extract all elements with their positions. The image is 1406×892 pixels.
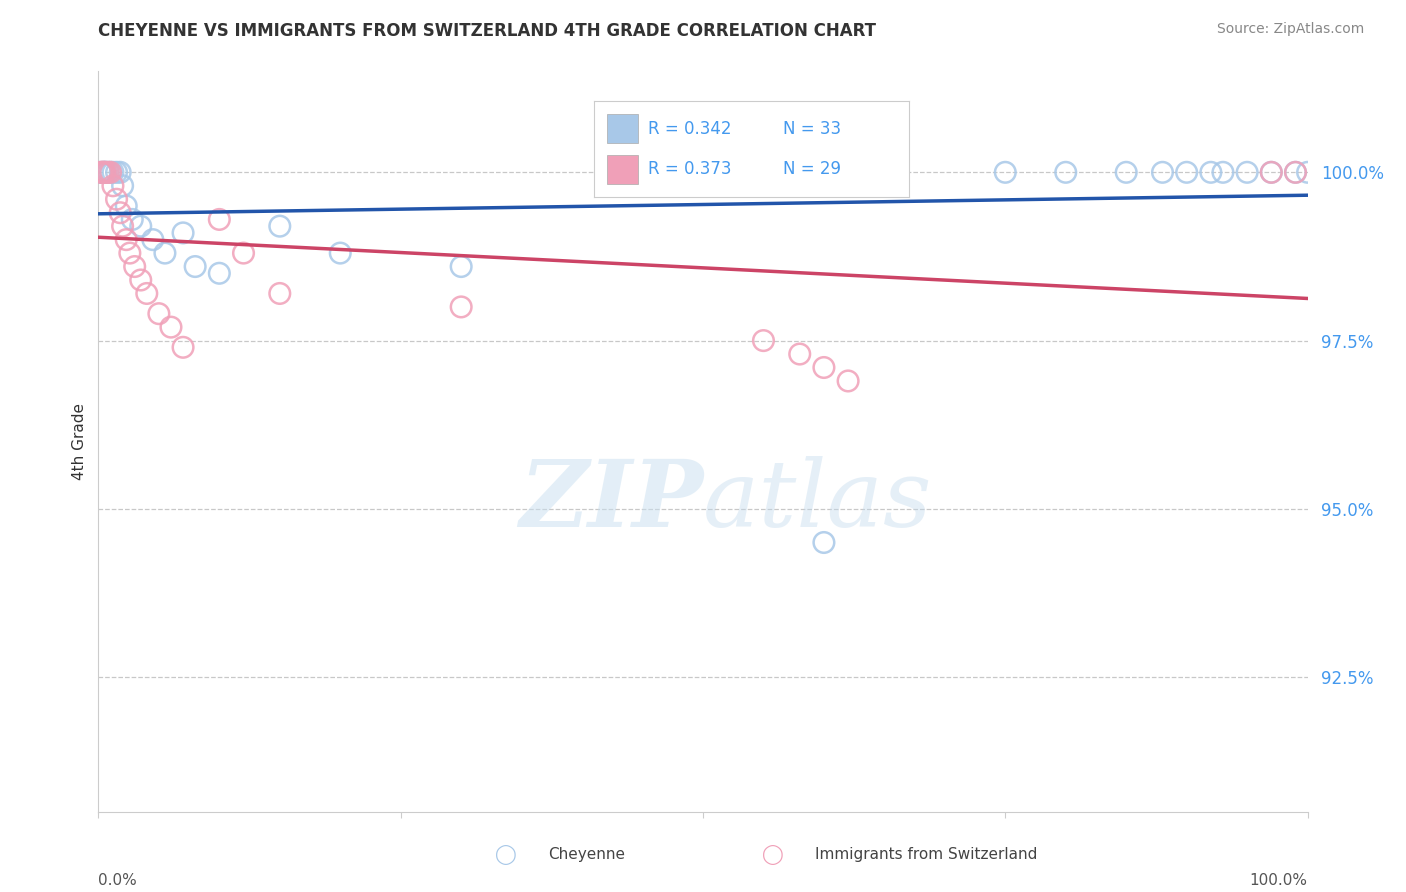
Point bbox=[1199, 165, 1222, 179]
Bar bbox=[607, 155, 638, 184]
Point bbox=[111, 178, 134, 193]
Point bbox=[97, 165, 120, 179]
Point bbox=[269, 286, 291, 301]
Point bbox=[208, 212, 231, 227]
Point bbox=[105, 192, 128, 206]
Text: atlas: atlas bbox=[703, 456, 932, 546]
Point bbox=[101, 165, 124, 179]
Text: R = 0.373: R = 0.373 bbox=[648, 161, 731, 178]
Text: ◯: ◯ bbox=[762, 845, 785, 864]
Point bbox=[94, 165, 117, 179]
Point bbox=[994, 165, 1017, 179]
Y-axis label: 4th Grade: 4th Grade bbox=[72, 403, 87, 480]
Point bbox=[148, 307, 170, 321]
Point bbox=[135, 286, 157, 301]
Text: 0.0%: 0.0% bbox=[98, 872, 138, 888]
Point bbox=[115, 233, 138, 247]
Text: Source: ZipAtlas.com: Source: ZipAtlas.com bbox=[1216, 22, 1364, 37]
Point bbox=[837, 374, 859, 388]
Point bbox=[232, 246, 254, 260]
Point bbox=[184, 260, 207, 274]
Point bbox=[93, 165, 115, 179]
Point bbox=[124, 260, 146, 274]
Point bbox=[1152, 165, 1174, 179]
Point bbox=[111, 219, 134, 234]
Point bbox=[105, 165, 128, 179]
Point bbox=[1284, 165, 1306, 179]
Point bbox=[269, 219, 291, 234]
Point bbox=[97, 165, 120, 179]
Point bbox=[129, 219, 152, 234]
Point bbox=[91, 165, 114, 179]
Point bbox=[115, 199, 138, 213]
Point bbox=[101, 178, 124, 193]
Point bbox=[91, 165, 114, 179]
Bar bbox=[607, 114, 638, 144]
Point bbox=[90, 165, 112, 179]
Point bbox=[172, 340, 194, 354]
Point bbox=[329, 246, 352, 260]
Point bbox=[129, 273, 152, 287]
Text: CHEYENNE VS IMMIGRANTS FROM SWITZERLAND 4TH GRADE CORRELATION CHART: CHEYENNE VS IMMIGRANTS FROM SWITZERLAND … bbox=[98, 22, 876, 40]
Point bbox=[100, 165, 122, 179]
Text: 100.0%: 100.0% bbox=[1250, 872, 1308, 888]
Point bbox=[752, 334, 775, 348]
Point bbox=[160, 320, 183, 334]
Point bbox=[153, 246, 176, 260]
Point bbox=[789, 347, 811, 361]
Point bbox=[1284, 165, 1306, 179]
Point bbox=[1260, 165, 1282, 179]
Point bbox=[91, 165, 114, 179]
Point bbox=[94, 165, 117, 179]
Point bbox=[1296, 165, 1319, 179]
Point bbox=[208, 266, 231, 280]
Text: Immigrants from Switzerland: Immigrants from Switzerland bbox=[815, 847, 1038, 862]
Point bbox=[1260, 165, 1282, 179]
Point bbox=[1236, 165, 1258, 179]
Point bbox=[108, 205, 131, 219]
Point bbox=[108, 165, 131, 179]
Point bbox=[142, 233, 165, 247]
Point bbox=[1115, 165, 1137, 179]
Point bbox=[450, 300, 472, 314]
Point bbox=[1054, 165, 1077, 179]
Point bbox=[172, 226, 194, 240]
Point bbox=[813, 535, 835, 549]
Point bbox=[813, 360, 835, 375]
Point bbox=[93, 165, 115, 179]
Point bbox=[121, 212, 143, 227]
Point bbox=[90, 165, 112, 179]
Point bbox=[450, 260, 472, 274]
Point bbox=[118, 246, 141, 260]
Text: Cheyenne: Cheyenne bbox=[548, 847, 626, 862]
Point bbox=[1175, 165, 1198, 179]
Point bbox=[100, 165, 122, 179]
Text: N = 33: N = 33 bbox=[783, 120, 841, 138]
Text: ZIP: ZIP bbox=[519, 456, 703, 546]
Text: ◯: ◯ bbox=[495, 845, 517, 864]
Text: N = 29: N = 29 bbox=[783, 161, 841, 178]
Text: R = 0.342: R = 0.342 bbox=[648, 120, 731, 138]
Point bbox=[1212, 165, 1234, 179]
